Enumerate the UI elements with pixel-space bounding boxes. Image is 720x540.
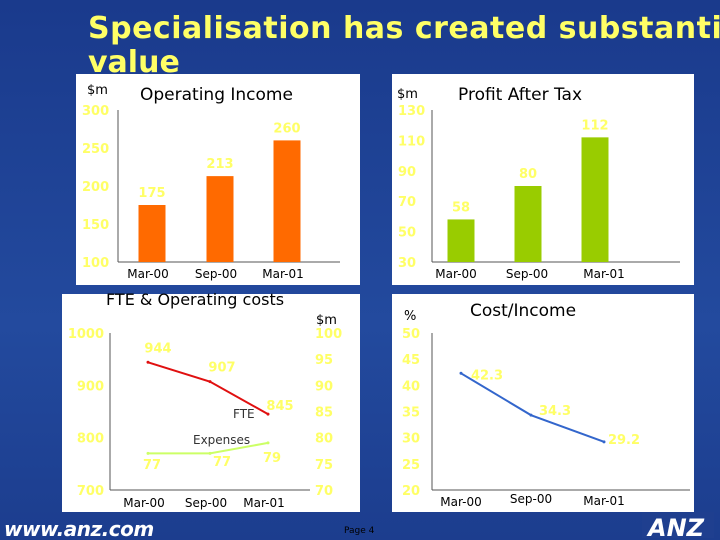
fte-value-label: 944 [144,341,171,356]
operating-income-unit: $m [87,83,108,98]
profit-after-tax-bar [514,186,542,262]
fte-costs-right-y-tick: 100 [315,327,342,342]
profit-after-tax-x-tick: Mar-00 [435,267,476,281]
cost-income-point [459,371,463,375]
fte-costs-unit: $m [316,313,337,328]
profit-after-tax-y-tick: 90 [398,165,416,180]
fte-costs-chart: 700 800 900 1000 70 75 80 85 90 95 100 Mar-00 Sep-00… [68,327,342,510]
profit-after-tax-bar [447,219,475,262]
cost-income-y-tick: 20 [402,484,420,499]
operating-income-bar [273,140,301,262]
fte-costs-right-y-tick: 85 [315,406,333,421]
fte-costs-right-y-tick: 75 [315,458,333,473]
fte-costs-left-y-tick: 900 [77,379,104,394]
profit-after-tax-y-tick: 50 [398,226,416,241]
fte-point [146,360,150,364]
slide-title-line2: value [88,45,180,80]
fte-point [208,380,212,384]
panel-bottom-left [62,294,360,512]
cost-income-x-tick: Mar-01 [583,494,624,508]
expenses-value-label: 79 [263,451,281,466]
footer-url[interactable]: www.anz.com [4,517,154,540]
expenses-point [208,451,212,455]
cost-income-value-label: 29.2 [608,433,640,448]
profit-after-tax-value-label: 112 [581,118,608,133]
operating-income-chart: 100 150 200 250 300 175 Mar-00 213 Sep-00 260 Mar-… [82,104,340,281]
fte-costs-x-tick: Mar-01 [243,496,284,510]
operating-income-y-tick: 250 [82,142,109,157]
expenses-value-label: 77 [143,458,161,473]
profit-after-tax-x-tick: Mar-01 [583,267,624,281]
fte-costs-x-tick: Mar-00 [123,496,164,510]
page-label: Page 4 [344,526,375,536]
anz-logo-text: ANZ [646,514,705,540]
operating-income-y-tick: 100 [82,256,109,271]
expenses-point [266,441,270,445]
profit-after-tax-chart: 30 50 70 90 110 130 58 Mar-00 80 Sep-00 112 Mar-01 [398,104,680,281]
cost-income-y-tick: 35 [402,406,420,421]
profit-after-tax-y-tick: 130 [398,104,425,119]
profit-after-tax-title: Profit After Tax [458,85,582,105]
profit-after-tax-bar [581,137,609,262]
operating-income-y-tick: 200 [82,180,109,195]
fte-costs-x-tick: Sep-00 [185,496,227,510]
cost-income-point [602,440,606,444]
fte-costs-right-y-tick: 90 [315,379,333,394]
operating-income-value-label: 260 [273,121,300,136]
expenses-value-label: 77 [213,455,231,470]
panel-top-right [392,74,694,285]
cost-income-x-tick: Sep-00 [510,492,552,506]
profit-after-tax-x-tick: Sep-00 [506,267,548,281]
fte-costs-left-y-tick: 1000 [68,327,104,342]
expenses-series-label: Expenses [193,433,250,447]
fte-value-label: 845 [266,399,293,414]
operating-income-x-tick: Mar-00 [127,267,168,281]
fte-value-label: 907 [208,361,235,376]
profit-after-tax-y-tick: 70 [398,195,416,210]
fte-costs-left-y-tick: 700 [77,484,104,499]
fte-series-label: FTE [233,407,255,421]
profit-after-tax-y-tick: 30 [398,256,416,271]
cost-income-y-tick: 45 [402,353,420,368]
fte-point [266,412,270,416]
profit-after-tax-value-label: 58 [452,200,470,215]
cost-income-y-tick: 30 [402,432,420,447]
fte-costs-left-y-tick: 800 [77,432,104,447]
operating-income-value-label: 175 [138,186,165,201]
fte-costs-right-y-tick: 95 [315,353,333,368]
operating-income-value-label: 213 [206,157,233,172]
cost-income-chart: 20 25 30 35 40 45 50 Mar-00 Sep-00 Mar-01 42.3 34.3… [402,327,690,509]
fte-costs-right-y-tick: 80 [315,432,333,447]
cost-income-title: Cost/Income [470,301,576,321]
anz-logo: ANZ [642,512,714,540]
cost-income-point [529,413,533,417]
panel-bottom-right [392,294,694,512]
profit-after-tax-value-label: 80 [519,167,537,182]
cost-income-value-label: 42.3 [471,368,503,383]
cost-income-unit: % [404,309,416,324]
operating-income-x-tick: Mar-01 [262,267,303,281]
cost-income-y-tick: 40 [402,379,420,394]
cost-income-y-tick: 50 [402,327,420,342]
slide-title-line1: Specialisation has created substantial [88,11,720,46]
operating-income-y-tick: 150 [82,218,109,233]
fte-costs-title: FTE & Operating costs [106,290,284,309]
cost-income-value-label: 34.3 [539,404,571,419]
operating-income-bar [138,205,166,262]
profit-after-tax-y-tick: 110 [398,134,425,149]
expenses-point [146,451,150,455]
operating-income-bar [206,176,234,262]
operating-income-title: Operating Income [140,85,293,105]
profit-after-tax-unit: $m [397,87,418,102]
cost-income-x-tick: Mar-00 [440,495,481,509]
fte-costs-right-y-tick: 70 [315,484,333,499]
cost-income-y-tick: 25 [402,458,420,473]
operating-income-y-tick: 300 [82,104,109,119]
operating-income-x-tick: Sep-00 [195,267,237,281]
